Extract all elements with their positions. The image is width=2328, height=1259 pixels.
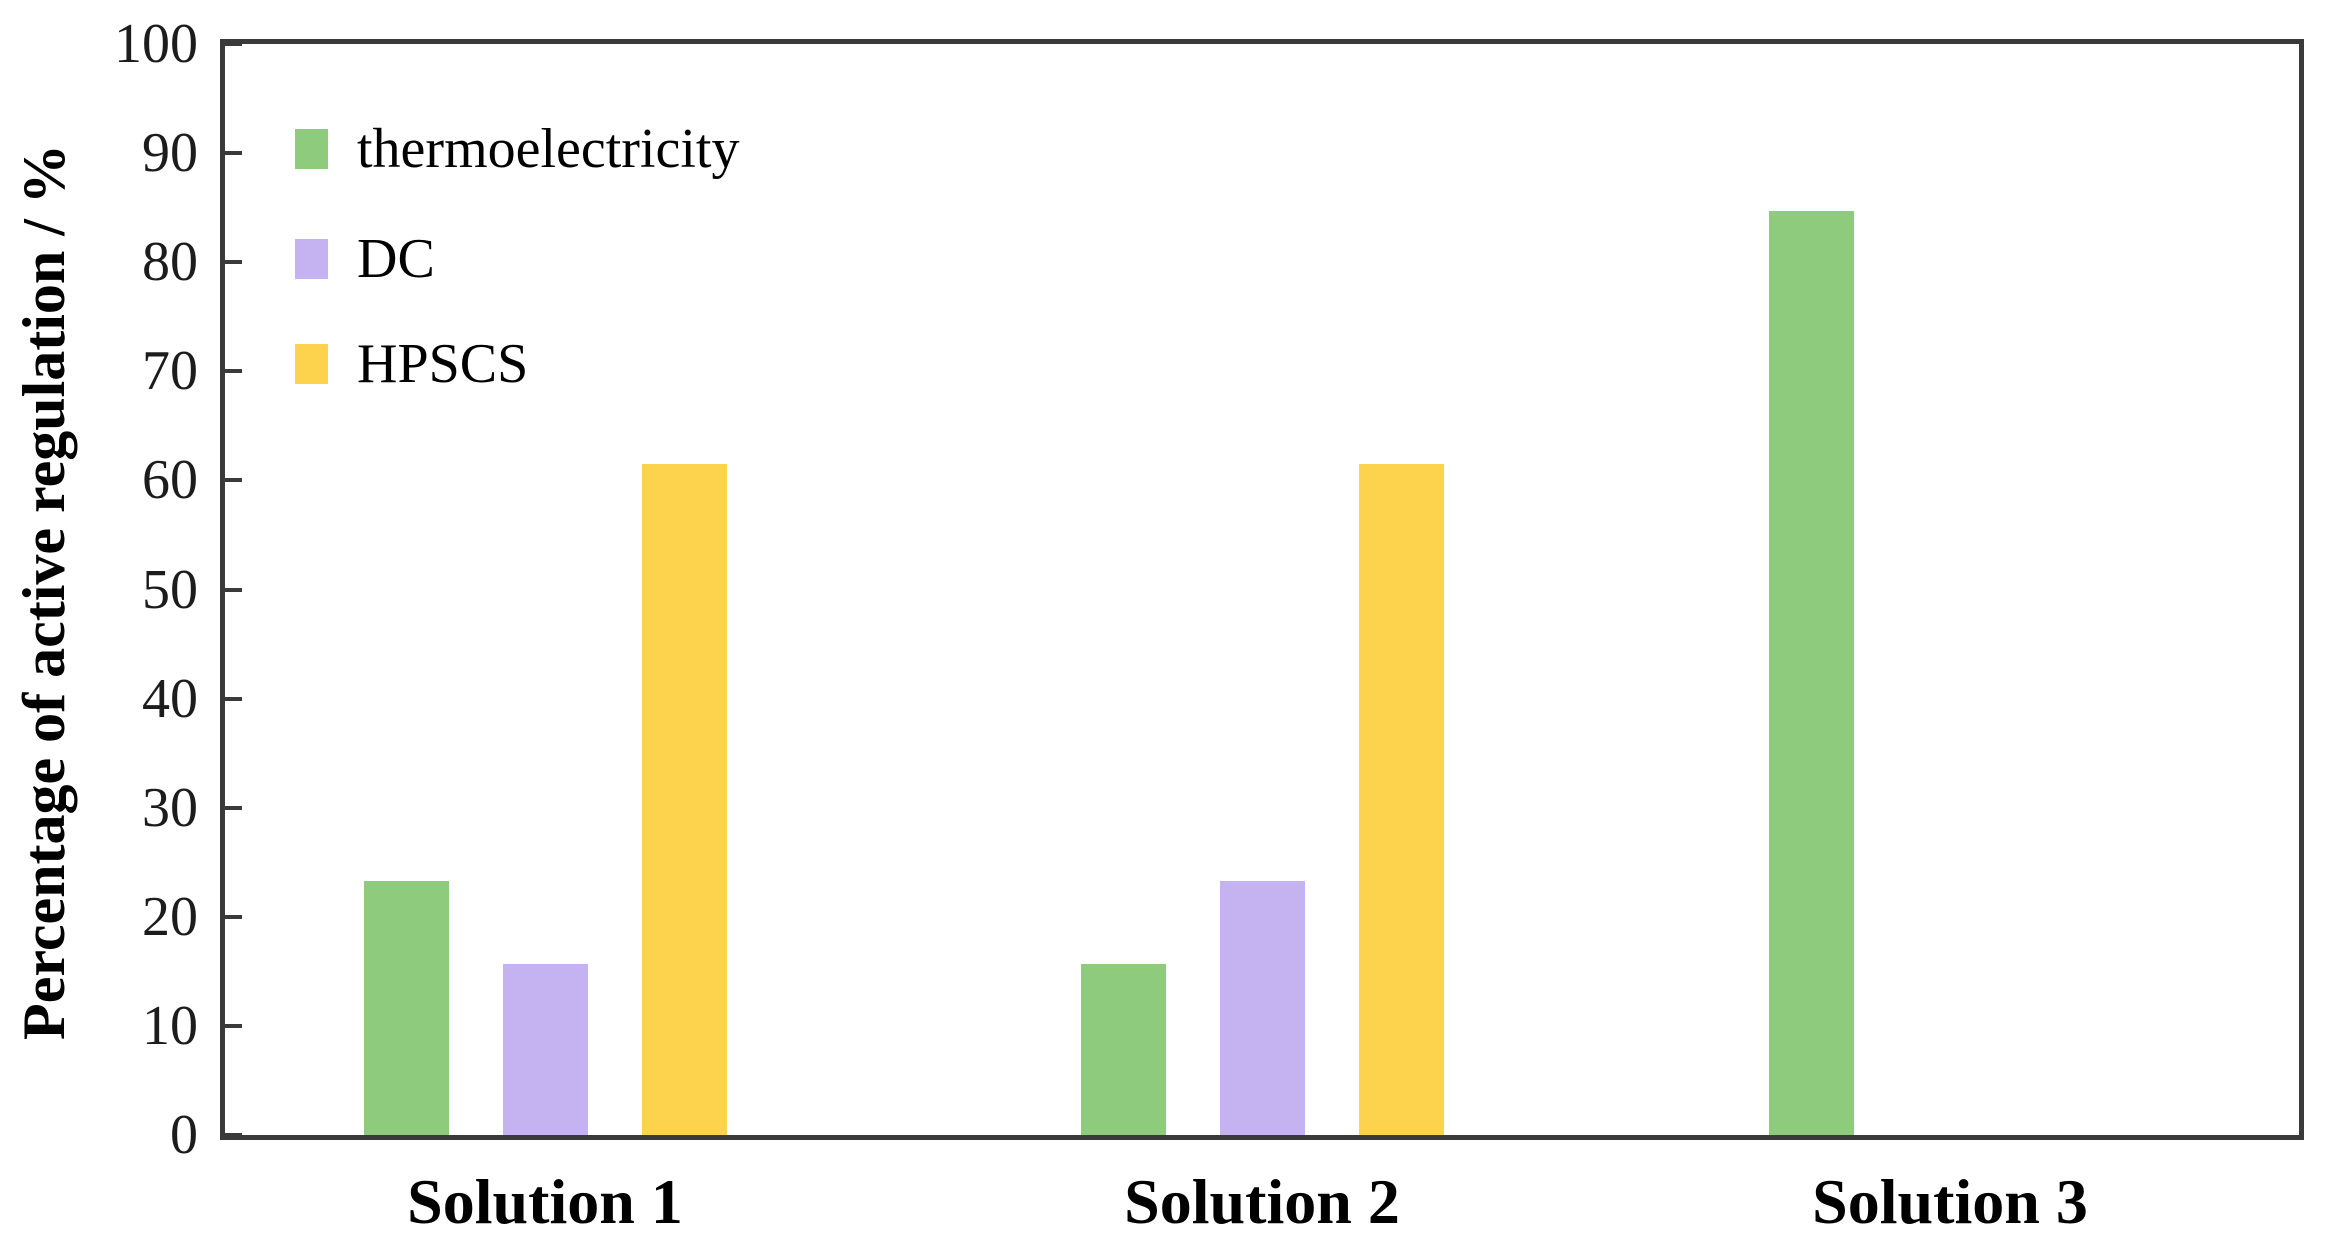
y-tick-label: 0 [170, 1104, 198, 1166]
y-tick-label: 50 [142, 559, 198, 621]
y-tick-mark [225, 1133, 242, 1137]
legend-swatch-dc [295, 239, 328, 279]
y-tick-label: 60 [142, 449, 198, 511]
bar-dc-solution-2 [1220, 881, 1305, 1135]
bar-dc-solution-1 [503, 964, 588, 1135]
y-tick-mark [225, 1024, 242, 1028]
legend-label-thermoelectricity: thermoelectricity [357, 118, 740, 180]
x-category-label-solution-3: Solution 3 [1812, 1166, 2088, 1237]
legend-label-hpscs: HPSCS [357, 333, 529, 395]
y-tick-mark [225, 42, 242, 46]
bar-hpscs-solution-2 [1359, 464, 1444, 1135]
y-tick-label: 40 [142, 668, 198, 730]
plot-area [220, 39, 2304, 1140]
legend-label-dc: DC [357, 228, 435, 290]
bar-thermoelectricity-solution-2 [1081, 964, 1166, 1135]
y-tick-label: 80 [142, 231, 198, 293]
y-tick-label: 20 [142, 886, 198, 948]
y-tick-mark [225, 697, 242, 701]
y-tick-mark [225, 806, 242, 810]
x-category-label-solution-1: Solution 1 [407, 1166, 683, 1237]
bar-thermoelectricity-solution-1 [364, 881, 449, 1135]
y-tick-label: 90 [142, 122, 198, 184]
x-category-label-solution-2: Solution 2 [1124, 1166, 1400, 1237]
bar-hpscs-solution-1 [642, 464, 727, 1135]
y-tick-mark [225, 151, 242, 155]
y-tick-label: 10 [142, 995, 198, 1057]
y-tick-label: 70 [142, 340, 198, 402]
legend-swatch-hpscs [295, 344, 328, 384]
bar-thermoelectricity-solution-3 [1769, 211, 1854, 1135]
y-tick-mark [225, 588, 242, 592]
y-tick-mark [225, 915, 242, 919]
legend-swatch-thermoelectricity [295, 129, 328, 169]
y-tick-label: 100 [114, 13, 198, 75]
y-tick-mark [225, 260, 242, 264]
y-tick-label: 30 [142, 777, 198, 839]
y-tick-mark [225, 478, 242, 482]
y-tick-mark [225, 369, 242, 373]
